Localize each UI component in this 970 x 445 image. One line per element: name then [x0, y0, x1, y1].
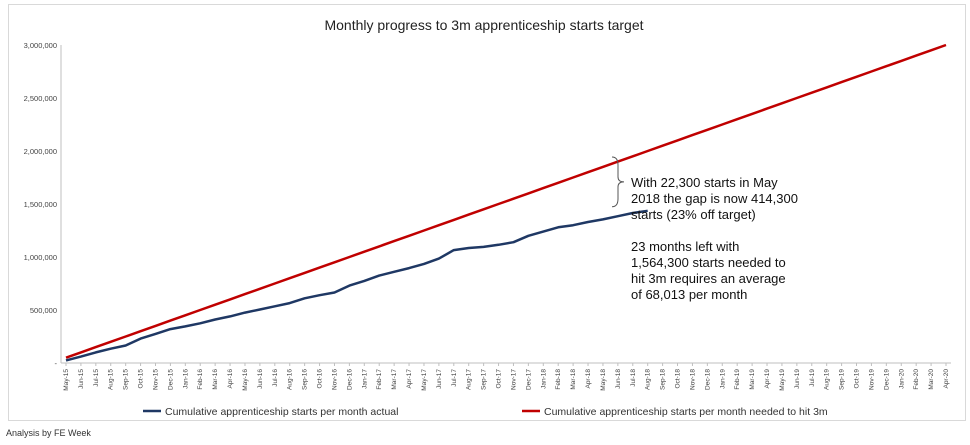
x-tick-label: Jul-19 [809, 369, 816, 387]
x-tick-label: Sep-17 [481, 369, 488, 390]
x-tick-label: Jul-16 [272, 369, 279, 387]
x-tick-label: Jul-17 [451, 369, 458, 387]
x-tick-label: Mar-16 [212, 369, 219, 390]
series-lines [65, 43, 947, 362]
x-tick-label: Sep-15 [123, 369, 130, 390]
legend-label: Cumulative apprenticeship starts per mon… [544, 406, 828, 418]
y-tick-label: 500,000 [30, 306, 57, 315]
annotation-line: starts (23% off target) [631, 207, 756, 222]
y-tick-label: 1,500,000 [24, 200, 57, 209]
chart: Monthly progress to 3m apprenticeship st… [24, 17, 951, 418]
y-tick-label: 1,000,000 [24, 253, 57, 262]
x-tick-label: Jun-16 [257, 369, 264, 389]
annotation-line: of 68,013 per month [631, 287, 747, 302]
series-line-actual [65, 209, 648, 362]
x-tick-label: Sep-16 [302, 369, 309, 390]
annotation-line: 2018 the gap is now 414,300 [631, 191, 798, 206]
x-tick-label: Dec-19 [883, 369, 890, 390]
x-tick-label: Apr-16 [227, 369, 234, 389]
x-tick-label: Apr-17 [406, 369, 413, 389]
x-tick-label: Dec-17 [525, 369, 532, 390]
x-tick-label: Dec-18 [704, 369, 711, 390]
x-tick-label: May-19 [779, 369, 786, 391]
x-tick-label: Nov-18 [689, 369, 696, 390]
x-tick-label: Jan-16 [182, 369, 189, 389]
x-tick-label: Feb-18 [555, 369, 562, 390]
x-tick-label: Jun-17 [436, 369, 443, 389]
annotation-line: 23 months left with [631, 239, 739, 254]
x-tick-label: Mar-18 [570, 369, 577, 390]
x-tick-label: Jun-19 [794, 369, 801, 389]
x-tick-label: Mar-17 [391, 369, 398, 390]
x-tick-label: Oct-16 [317, 369, 324, 389]
chart-title: Monthly progress to 3m apprenticeship st… [324, 17, 643, 33]
x-tick-label: Feb-16 [197, 369, 204, 390]
annotation-line: 1,564,300 starts needed to [631, 255, 786, 270]
x-tick-label: Jul-18 [630, 369, 637, 387]
x-tick-label: Dec-16 [346, 369, 353, 390]
x-tick-label: Jun-18 [615, 369, 622, 389]
x-tick-label: Oct-18 [675, 369, 682, 389]
x-tick-label: Apr-20 [943, 369, 950, 389]
annotation-line: With 22,300 starts in May [631, 175, 778, 190]
x-tick-label: Jan-19 [719, 369, 726, 389]
x-tick-label: Feb-17 [376, 369, 383, 390]
y-tick-label: 2,500,000 [24, 94, 57, 103]
gap-bracket-path [611, 156, 625, 208]
x-tick-label: Jun-15 [78, 369, 85, 389]
gap-bracket [611, 156, 625, 208]
x-tick-label: Nov-19 [868, 369, 875, 390]
x-tick-label: Apr-19 [764, 369, 771, 389]
x-tick-label: Mar-20 [928, 369, 935, 390]
legend-label: Cumulative apprenticeship starts per mon… [165, 406, 398, 418]
x-tick-label: Oct-19 [854, 369, 861, 389]
y-tick-label: 2,000,000 [24, 147, 57, 156]
x-tick-label: Dec-15 [167, 369, 174, 390]
x-tick-label: May-18 [600, 369, 607, 391]
x-tick-label: Aug-19 [824, 369, 831, 390]
annotation-line: hit 3m requires an average [631, 271, 786, 286]
x-tick-label: Jan-18 [540, 369, 547, 389]
x-tick-label: Apr-18 [585, 369, 592, 389]
x-tick-label: Feb-20 [913, 369, 920, 390]
x-tick-label: Oct-17 [496, 369, 503, 389]
x-tick-label: Sep-19 [839, 369, 846, 390]
x-tick-label: Aug-16 [287, 369, 294, 390]
x-tick-label: Aug-17 [466, 369, 473, 390]
y-tick-label: 3,000,000 [24, 41, 57, 50]
x-tick-label: Jan-17 [361, 369, 368, 389]
x-tick-label: Mar-19 [749, 369, 756, 390]
x-tick-label: May-17 [421, 369, 428, 391]
x-tick-label: Nov-17 [510, 369, 517, 390]
x-tick-label: May-15 [63, 369, 70, 391]
series-line-target [65, 43, 947, 359]
x-tick-label: May-16 [242, 369, 249, 391]
x-tick-label: Nov-15 [152, 369, 159, 390]
x-tick-label: Oct-15 [138, 369, 145, 389]
y-tick-label: - [55, 359, 58, 368]
x-tick-label: Sep-18 [660, 369, 667, 390]
x-axis: May-15 Jun-15 Jul-15 Aug-15 Sep-15 Oct-15 Nov-… [61, 362, 951, 391]
x-tick-label: Jan-20 [898, 369, 905, 389]
x-tick-label: Nov-16 [331, 369, 338, 390]
legend: Cumulative apprenticeship starts per mon… [143, 406, 828, 418]
x-tick-label: Aug-15 [108, 369, 115, 390]
credit-text: Analysis by FE Week [6, 428, 91, 438]
x-tick-label: Feb-19 [734, 369, 741, 390]
y-axis: - 500,000 1,000,000 1,500,000 2,000,000 2,500… [24, 41, 62, 368]
x-tick-label: Aug-18 [645, 369, 652, 390]
x-tick-label: Jul-15 [93, 369, 100, 387]
chart-frame: Monthly progress to 3m apprenticeship st… [8, 4, 966, 421]
